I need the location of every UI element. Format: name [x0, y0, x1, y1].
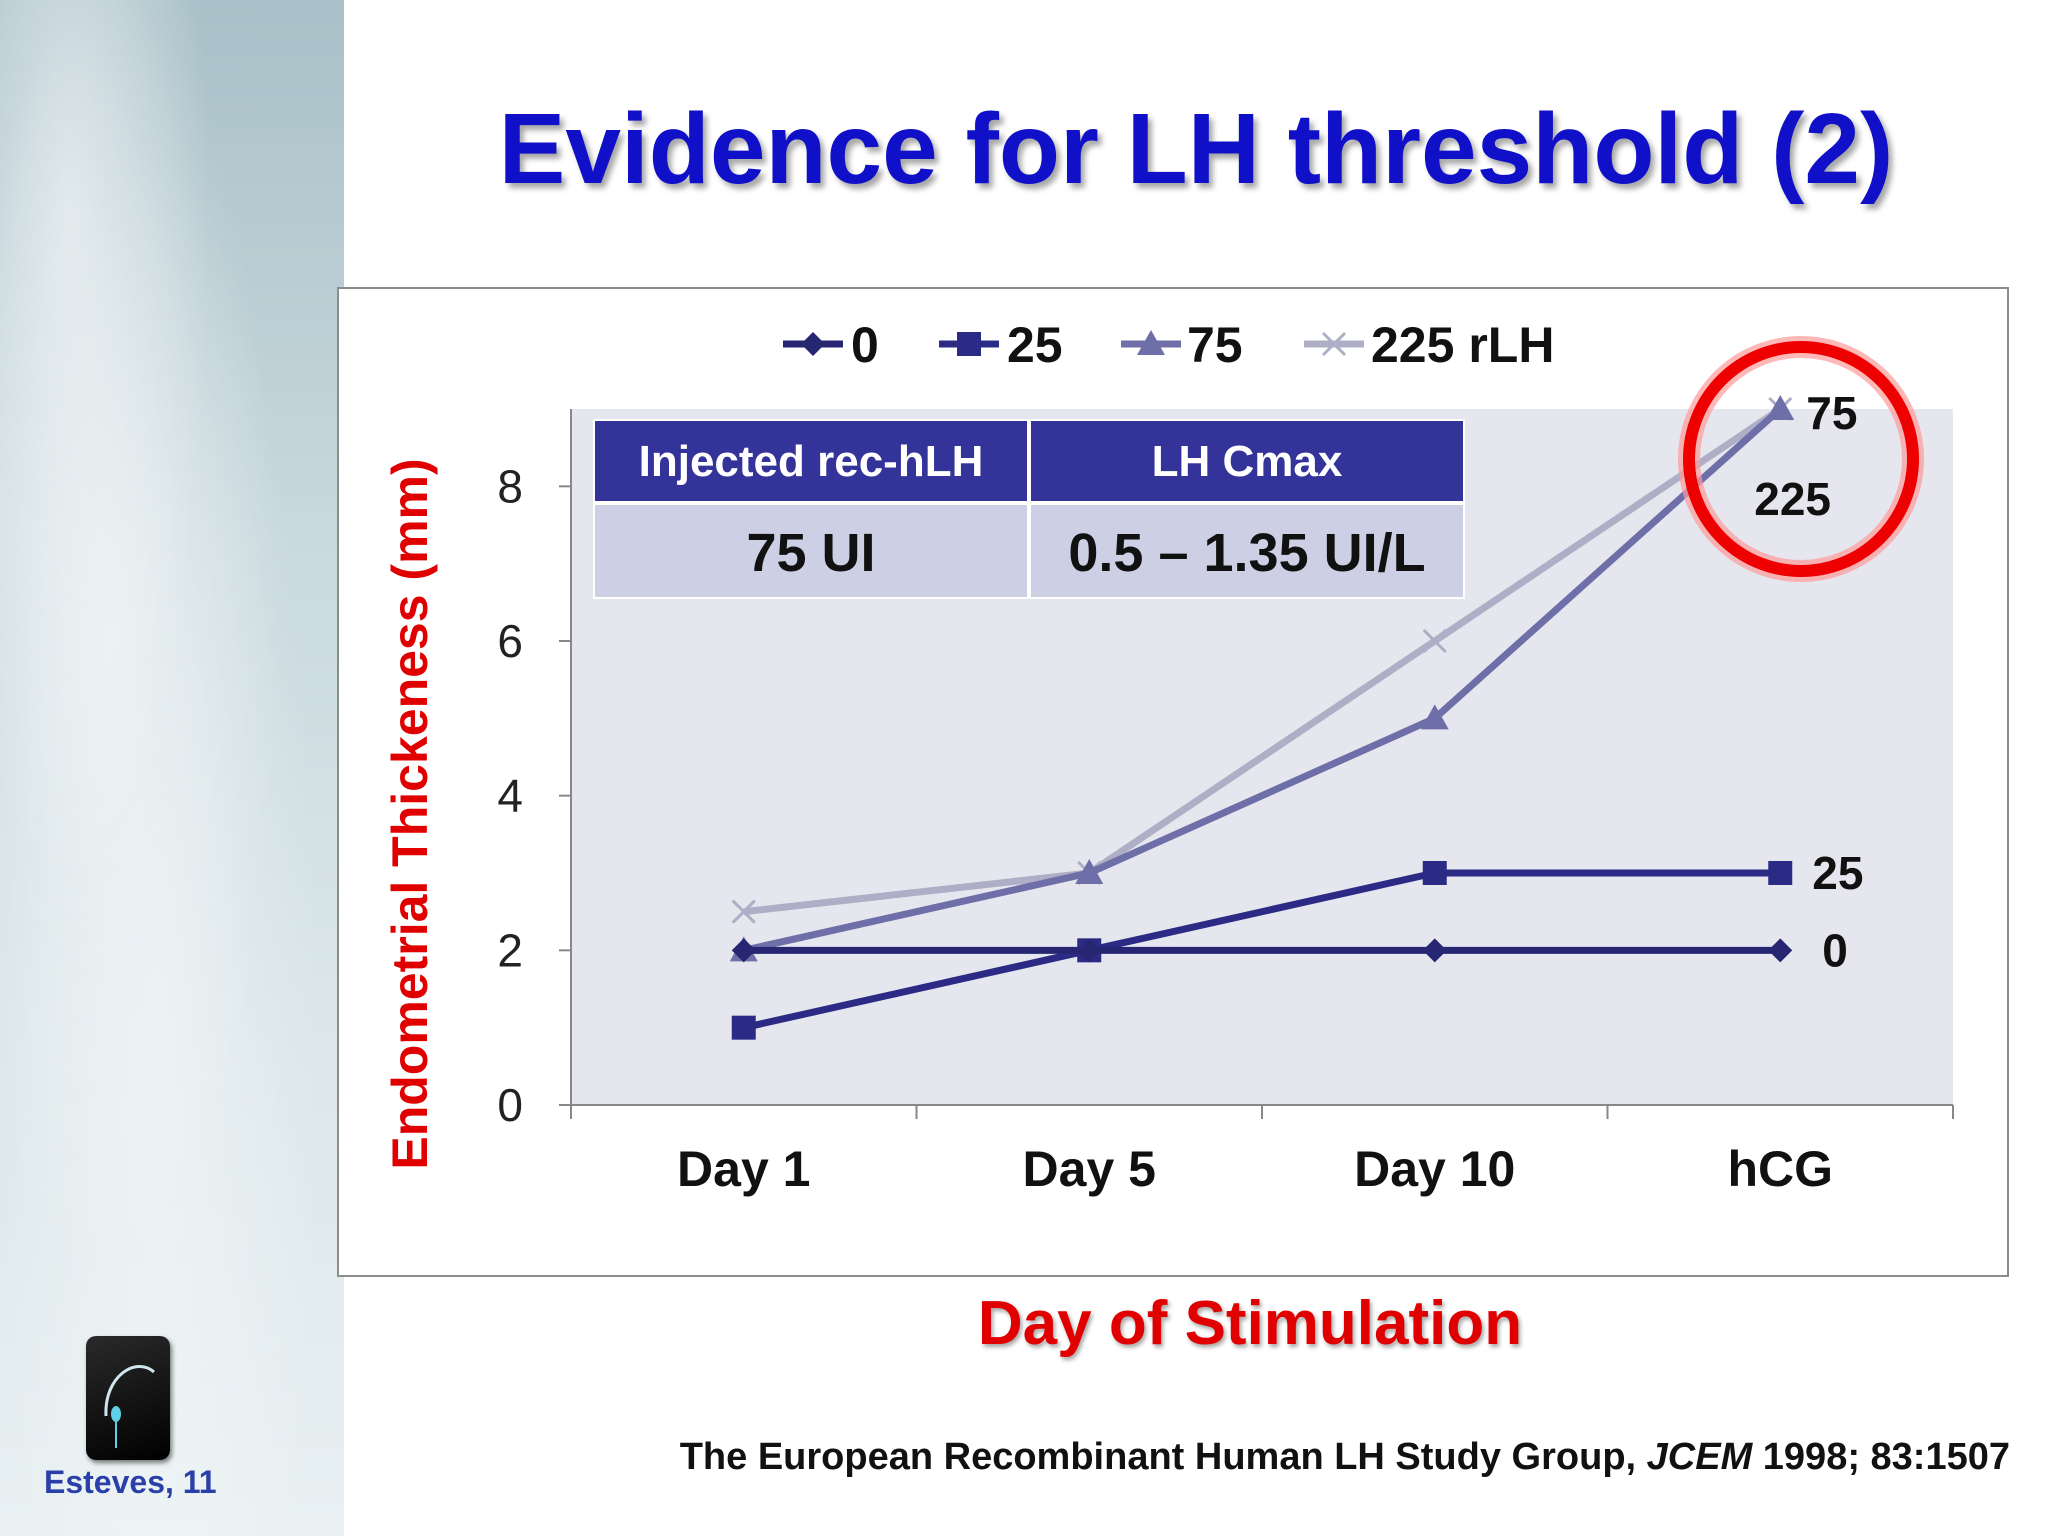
legend-label: 75 [1187, 317, 1243, 373]
chart-frame: 0 2 4 6 8 Day 1 Day 5 Day 10 hCG Endometrial Thic… [337, 287, 2009, 1277]
legend-label: 225 rLH [1371, 317, 1554, 373]
legend-marker [1137, 330, 1165, 355]
data-point [1077, 938, 1102, 963]
citation-suffix: 1998; 83:1507 [1752, 1436, 2010, 1478]
data-point [1768, 938, 1793, 963]
citation: The European Recombinant Human LH Study … [680, 1436, 2010, 1479]
data-point [1075, 859, 1104, 884]
table-header-cell [595, 421, 1027, 501]
data-point [1422, 938, 1447, 963]
table-cell [1031, 505, 1463, 597]
data-point [1422, 628, 1447, 654]
series-line-225-rLH [743, 406, 1783, 916]
table-cell-dose: 75 UI [746, 523, 875, 583]
table-header-cell [1031, 421, 1463, 501]
end-label: 75 [1806, 387, 1857, 439]
sperm-logo-icon [104, 1365, 155, 1448]
x-tick-label: Day 5 [1023, 1141, 1156, 1197]
legend-marker [957, 332, 981, 356]
y-tick-label: 2 [497, 924, 523, 976]
end-label: 25 [1812, 847, 1863, 899]
y-tick-label: 4 [497, 770, 523, 822]
logo [86, 1336, 170, 1460]
y-tick-label: 6 [497, 615, 523, 667]
x-tick-label: Day 1 [677, 1141, 810, 1197]
data-point [731, 899, 756, 924]
data-point [1422, 861, 1447, 885]
y-tick-label: 0 [497, 1079, 523, 1131]
highlight-circle [1683, 341, 1919, 577]
data-point [1766, 395, 1795, 420]
author-label: Esteves, 11 [44, 1464, 217, 1500]
end-label: 0 [1822, 924, 1848, 976]
table-header-cmax: LH Cmax [1152, 437, 1343, 486]
line-chart: 0 2 4 6 8 Day 1 Day 5 Day 10 hCG Endometrial Thic… [382, 317, 1954, 1197]
series-line-75 [742, 406, 1783, 954]
y-tick-label: 8 [497, 460, 523, 512]
data-point [731, 1015, 756, 1040]
end-label: 225 [1754, 473, 1831, 525]
data-point [1420, 704, 1449, 730]
table-cell [595, 505, 1027, 597]
data-point [731, 938, 756, 963]
slide-title: Evidence for LH threshold (2) [498, 93, 1894, 205]
table-cell-cmax: 0.5 – 1.35 UI/L [1068, 523, 1425, 583]
data-point [1768, 861, 1793, 885]
x-axis-label-svg: Day of Stimulation [978, 1289, 1522, 1358]
x-tick-label: hCG [1727, 1141, 1833, 1197]
y-axis-label: Endometrial Thickeness (mm) [382, 458, 438, 1169]
citation-prefix: The European Recombinant Human LH Study … [679, 1436, 1647, 1478]
legend-marker [801, 332, 825, 356]
x-axis-label: Day of Stimulation [978, 1289, 1522, 1358]
series-line-25 [742, 869, 1781, 1032]
sidebar-background [0, 0, 344, 1536]
legend-label: 25 [1007, 317, 1063, 373]
citation-journal: JCEM [1646, 1436, 1753, 1478]
x-tick-label: Day 10 [1354, 1141, 1515, 1197]
table-header-injected: Injected rec-hLH [639, 437, 984, 486]
legend-label: 0 [851, 317, 879, 373]
legend-marker [1321, 331, 1347, 357]
